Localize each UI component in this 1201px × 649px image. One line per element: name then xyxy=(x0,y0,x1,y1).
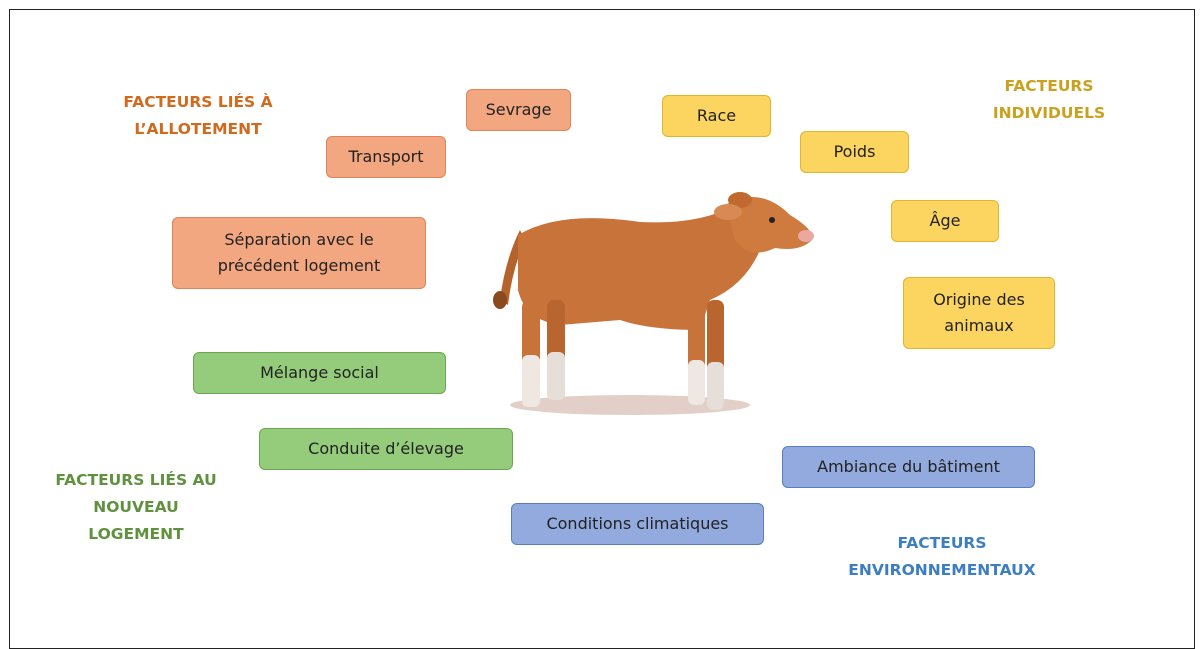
factor-text: Poids xyxy=(834,139,876,165)
factor-text: Sevrage xyxy=(486,97,552,123)
factor-text: Origine des xyxy=(933,287,1025,313)
factor-box: Race xyxy=(662,95,771,137)
factor-box: Conditions climatiques xyxy=(511,503,764,545)
factor-box: Ambiance du bâtiment xyxy=(782,446,1035,488)
factor-text: Ambiance du bâtiment xyxy=(817,454,1000,480)
factor-text: Conditions climatiques xyxy=(546,511,728,537)
factor-text: Race xyxy=(697,103,736,129)
title-line: NOUVEAU xyxy=(93,494,178,521)
title-line: FACTEURS xyxy=(1004,73,1093,100)
factor-text: précédent logement xyxy=(218,253,380,279)
factor-box: Mélange social xyxy=(193,352,446,394)
title-line: FACTEURS LIÉS À xyxy=(123,89,272,116)
factor-box: Conduite d’élevage xyxy=(259,428,513,470)
factor-text: Âge xyxy=(930,208,961,234)
title-line: INDIVIDUELS xyxy=(993,100,1105,127)
factor-text: animaux xyxy=(944,313,1013,339)
factor-text: Conduite d’élevage xyxy=(308,436,464,462)
factor-box: Sevrage xyxy=(466,89,571,131)
factor-box: Poids xyxy=(800,131,909,173)
title-line: L’ALLOTEMENT xyxy=(134,116,261,143)
title-line: FACTEURS xyxy=(897,530,986,557)
factor-text: Mélange social xyxy=(260,360,379,386)
factor-text: Séparation avec le xyxy=(224,227,373,253)
factor-text: Transport xyxy=(348,144,423,170)
factor-box: Âge xyxy=(891,200,999,242)
title-line: ENVIRONNEMENTAUX xyxy=(848,557,1035,584)
title-line: LOGEMENT xyxy=(88,521,183,548)
title-line: FACTEURS LIÉS AU xyxy=(55,467,216,494)
factor-box: Transport xyxy=(326,136,446,178)
